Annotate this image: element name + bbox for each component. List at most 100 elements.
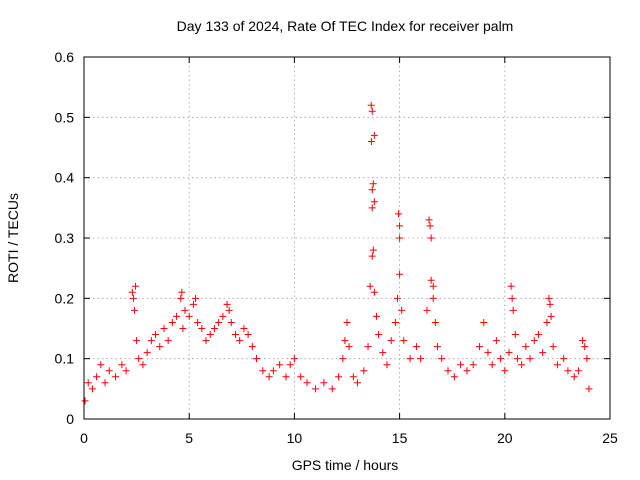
plot-frame [83, 56, 611, 420]
data-point [549, 343, 557, 351]
data-point [508, 294, 516, 302]
data-point [97, 361, 105, 369]
data-point [339, 355, 347, 363]
data-point [560, 355, 568, 363]
y-tick-label: 0.5 [55, 109, 75, 125]
data-point [546, 300, 554, 308]
data-point [88, 385, 96, 393]
data-point [369, 246, 377, 254]
data-point [189, 300, 197, 308]
axis-ticks: 0 5 10 15 20 25 0 0.1 0.2 0.3 0.4 0.5 0.6 [55, 49, 618, 446]
data-point [507, 282, 515, 290]
data-point [248, 343, 256, 351]
data-point [122, 367, 130, 375]
data-point [219, 312, 227, 320]
data-point [406, 355, 414, 363]
data-point [427, 276, 435, 284]
data-point [581, 343, 589, 351]
data-point [177, 294, 185, 302]
data-point [574, 367, 582, 375]
y-tick-label: 0.2 [55, 290, 75, 306]
data-point [303, 379, 311, 387]
data-point [505, 349, 513, 357]
data-point [328, 385, 336, 393]
data-point [210, 325, 218, 332]
data-point [253, 355, 261, 363]
data-point [101, 379, 109, 387]
data-point [492, 337, 500, 345]
x-tick-label: 0 [80, 430, 88, 446]
data-point [105, 367, 113, 375]
data-point [463, 367, 471, 375]
data-point [168, 318, 176, 326]
data-point [543, 318, 551, 326]
data-point [225, 306, 233, 314]
data-point [173, 312, 181, 320]
data-point [160, 325, 168, 332]
data-point [370, 198, 378, 206]
data-point [139, 361, 147, 369]
data-point [128, 288, 136, 296]
data-point [547, 312, 555, 320]
data-point [178, 288, 186, 296]
data-point [364, 343, 372, 351]
data-point [194, 318, 202, 326]
data-point [450, 373, 458, 381]
data-point [387, 337, 395, 345]
data-point [379, 349, 387, 357]
data-point [585, 385, 593, 393]
data-point [130, 306, 138, 314]
data-point [367, 137, 375, 145]
data-point [425, 216, 433, 224]
data-point [423, 306, 431, 314]
data-point [227, 318, 235, 326]
data-point [391, 318, 399, 326]
data-point [215, 318, 223, 326]
data-point [112, 373, 120, 381]
y-tick-label: 0.4 [55, 170, 75, 186]
data-point [545, 294, 553, 302]
data-point [320, 379, 328, 387]
data-point [223, 300, 231, 308]
data-point [513, 355, 521, 363]
data-point [343, 318, 351, 326]
data-point [143, 349, 151, 357]
data-point [311, 385, 319, 393]
x-axis-label: GPS time / hours [292, 457, 399, 473]
data-point [81, 397, 89, 405]
data-point [398, 306, 406, 314]
x-tick-label: 20 [497, 430, 513, 446]
data-point [518, 361, 526, 369]
data-point [135, 355, 143, 363]
data-point [341, 337, 349, 345]
data-point [396, 222, 404, 230]
grid [84, 57, 610, 419]
y-tick-label: 0.6 [55, 49, 75, 65]
data-point [583, 355, 591, 363]
data-point [395, 210, 403, 218]
y-tick-label: 0 [66, 411, 74, 427]
x-tick-label: 10 [287, 430, 303, 446]
data-point [484, 349, 492, 357]
data-point [564, 367, 572, 375]
data-point [457, 361, 465, 369]
data-point [282, 373, 290, 381]
data-point [206, 331, 214, 339]
data-point [530, 337, 538, 345]
data-point [297, 373, 305, 381]
data-point [579, 337, 587, 345]
data-point [345, 343, 353, 351]
data-point [396, 270, 404, 278]
data-point [426, 222, 434, 230]
data-point [129, 294, 137, 302]
data-point [367, 101, 375, 109]
data-point [181, 306, 189, 314]
x-tick-label: 15 [392, 430, 408, 446]
data-points [81, 101, 593, 405]
data-point [265, 373, 273, 381]
data-point [497, 355, 505, 363]
data-point [276, 361, 284, 369]
data-point [393, 294, 401, 302]
data-point [198, 325, 206, 332]
data-point [231, 331, 239, 339]
